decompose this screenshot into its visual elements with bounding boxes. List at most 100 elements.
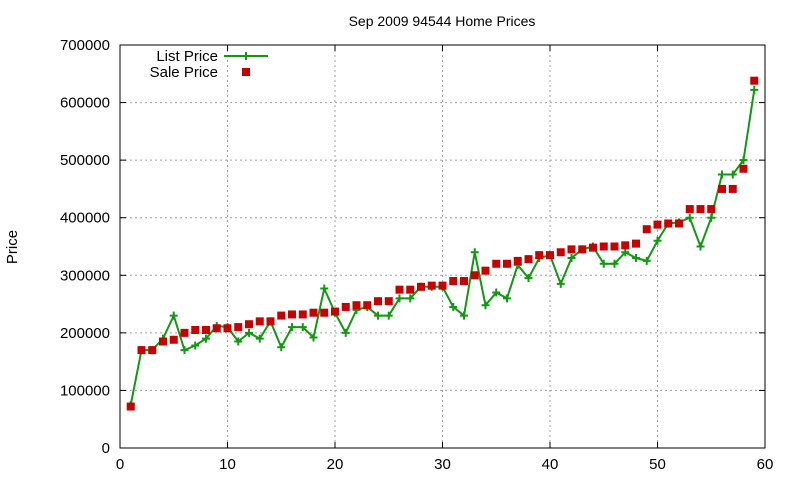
list-price-point <box>245 328 253 337</box>
list-price-point <box>750 85 759 94</box>
legend-label-sale-price: Sale Price <box>150 64 218 81</box>
sale-price-point <box>632 239 640 248</box>
sale-price-point <box>567 245 576 254</box>
y-tick-label: 700000 <box>60 37 110 54</box>
list-price-point <box>277 343 286 352</box>
sale-price-point <box>449 277 458 286</box>
sale-price-point <box>460 277 468 286</box>
sale-price-point <box>535 251 544 260</box>
y-tick-label: 200000 <box>60 325 110 342</box>
x-tick-label: 60 <box>757 456 774 473</box>
sale-price-point <box>524 255 533 264</box>
y-tick-label: 100000 <box>60 382 110 399</box>
x-tick-label: 40 <box>542 456 559 473</box>
sale-price-point <box>331 307 339 316</box>
sale-price-point <box>599 242 608 251</box>
legend-marker-list-price <box>242 52 250 60</box>
y-tick-label: 600000 <box>60 95 110 112</box>
sale-price-point <box>374 297 382 306</box>
sale-price-point <box>739 164 748 173</box>
x-tick-label: 30 <box>434 456 451 473</box>
y-tick-label: 300000 <box>60 267 110 284</box>
sale-price-point <box>707 205 716 214</box>
sale-price-point <box>223 324 232 333</box>
sale-price-point <box>427 281 436 290</box>
list-price-point <box>707 213 716 222</box>
sale-price-point <box>191 325 200 334</box>
legend-label-list-price: List Price <box>156 48 218 65</box>
sale-price-point <box>728 184 737 193</box>
sale-price-point <box>137 346 146 355</box>
sale-price-point <box>492 259 501 268</box>
sale-price-point <box>685 205 694 214</box>
list-price-point <box>610 259 619 268</box>
sale-price-point <box>503 259 511 268</box>
list-price-point <box>685 213 694 222</box>
sale-price-point <box>245 320 253 329</box>
x-tick-label: 10 <box>219 456 236 473</box>
legend: List Price Sale Price <box>150 48 268 81</box>
list-price-point <box>180 346 189 355</box>
sale-price-point <box>341 302 350 311</box>
sale-price-point <box>470 271 479 280</box>
sale-price-point <box>664 219 673 228</box>
list-price-point <box>481 301 490 310</box>
sale-price-point <box>750 76 759 85</box>
list-price-point <box>492 288 501 297</box>
sale-price-point <box>417 282 425 291</box>
list-price-point <box>621 248 630 257</box>
list-price-line <box>129 89 756 406</box>
sale-price-point <box>556 248 565 257</box>
list-price-point <box>374 311 382 320</box>
series <box>126 76 759 411</box>
list-price-point <box>460 311 468 320</box>
axis-ticks: 0 10 20 30 40 50 60 0 100000 200000 300000 400000 50… <box>60 37 773 473</box>
chart-title: Sep 2009 94544 Home Prices <box>349 13 536 29</box>
list-price-point <box>642 256 651 265</box>
legend-marker-sale-price <box>242 68 250 76</box>
sale-price-point <box>234 323 243 332</box>
sale-price-point <box>696 205 705 214</box>
list-price-point <box>739 156 748 165</box>
y-tick-label: 400000 <box>60 210 110 227</box>
sale-price-point <box>621 241 630 250</box>
list-price-point <box>406 294 415 303</box>
sale-price-point <box>309 308 318 317</box>
x-tick-label: 50 <box>649 456 666 473</box>
sale-price-point <box>589 243 597 252</box>
sale-price-point <box>675 219 683 228</box>
sale-price-point <box>406 285 415 294</box>
plot-frame <box>119 44 766 449</box>
sale-price-point <box>277 311 286 320</box>
y-tick-label: 0 <box>102 440 110 457</box>
sale-price-point <box>298 310 307 319</box>
x-tick-label: 20 <box>327 456 344 473</box>
sale-price-point <box>266 317 275 326</box>
list-price-point <box>298 323 307 332</box>
sale-price-point <box>320 308 329 317</box>
list-price-point <box>169 311 178 320</box>
list-price-point <box>234 337 243 346</box>
sale-price-point <box>610 242 619 251</box>
list-price-point <box>728 170 737 179</box>
list-price-point <box>288 323 296 332</box>
list-price-point <box>191 341 200 350</box>
y-axis-label: Price <box>4 230 21 264</box>
sale-price-point <box>148 346 157 355</box>
sale-price-point <box>212 324 221 333</box>
sale-price-point <box>255 317 264 326</box>
sale-price-point <box>159 337 167 346</box>
list-price-point <box>395 294 404 303</box>
list-price-point <box>470 248 479 257</box>
sale-price-point <box>352 301 361 310</box>
x-tick-label: 0 <box>116 456 124 473</box>
list-price-point <box>202 334 210 343</box>
sale-price-point <box>363 301 372 310</box>
list-price-point <box>341 328 350 337</box>
sale-price-point <box>202 325 210 334</box>
list-price-point <box>599 259 608 268</box>
sale-price-point <box>395 285 404 294</box>
sale-price-point <box>546 251 554 260</box>
list-price-point <box>320 284 329 293</box>
sale-price-point <box>481 266 490 275</box>
